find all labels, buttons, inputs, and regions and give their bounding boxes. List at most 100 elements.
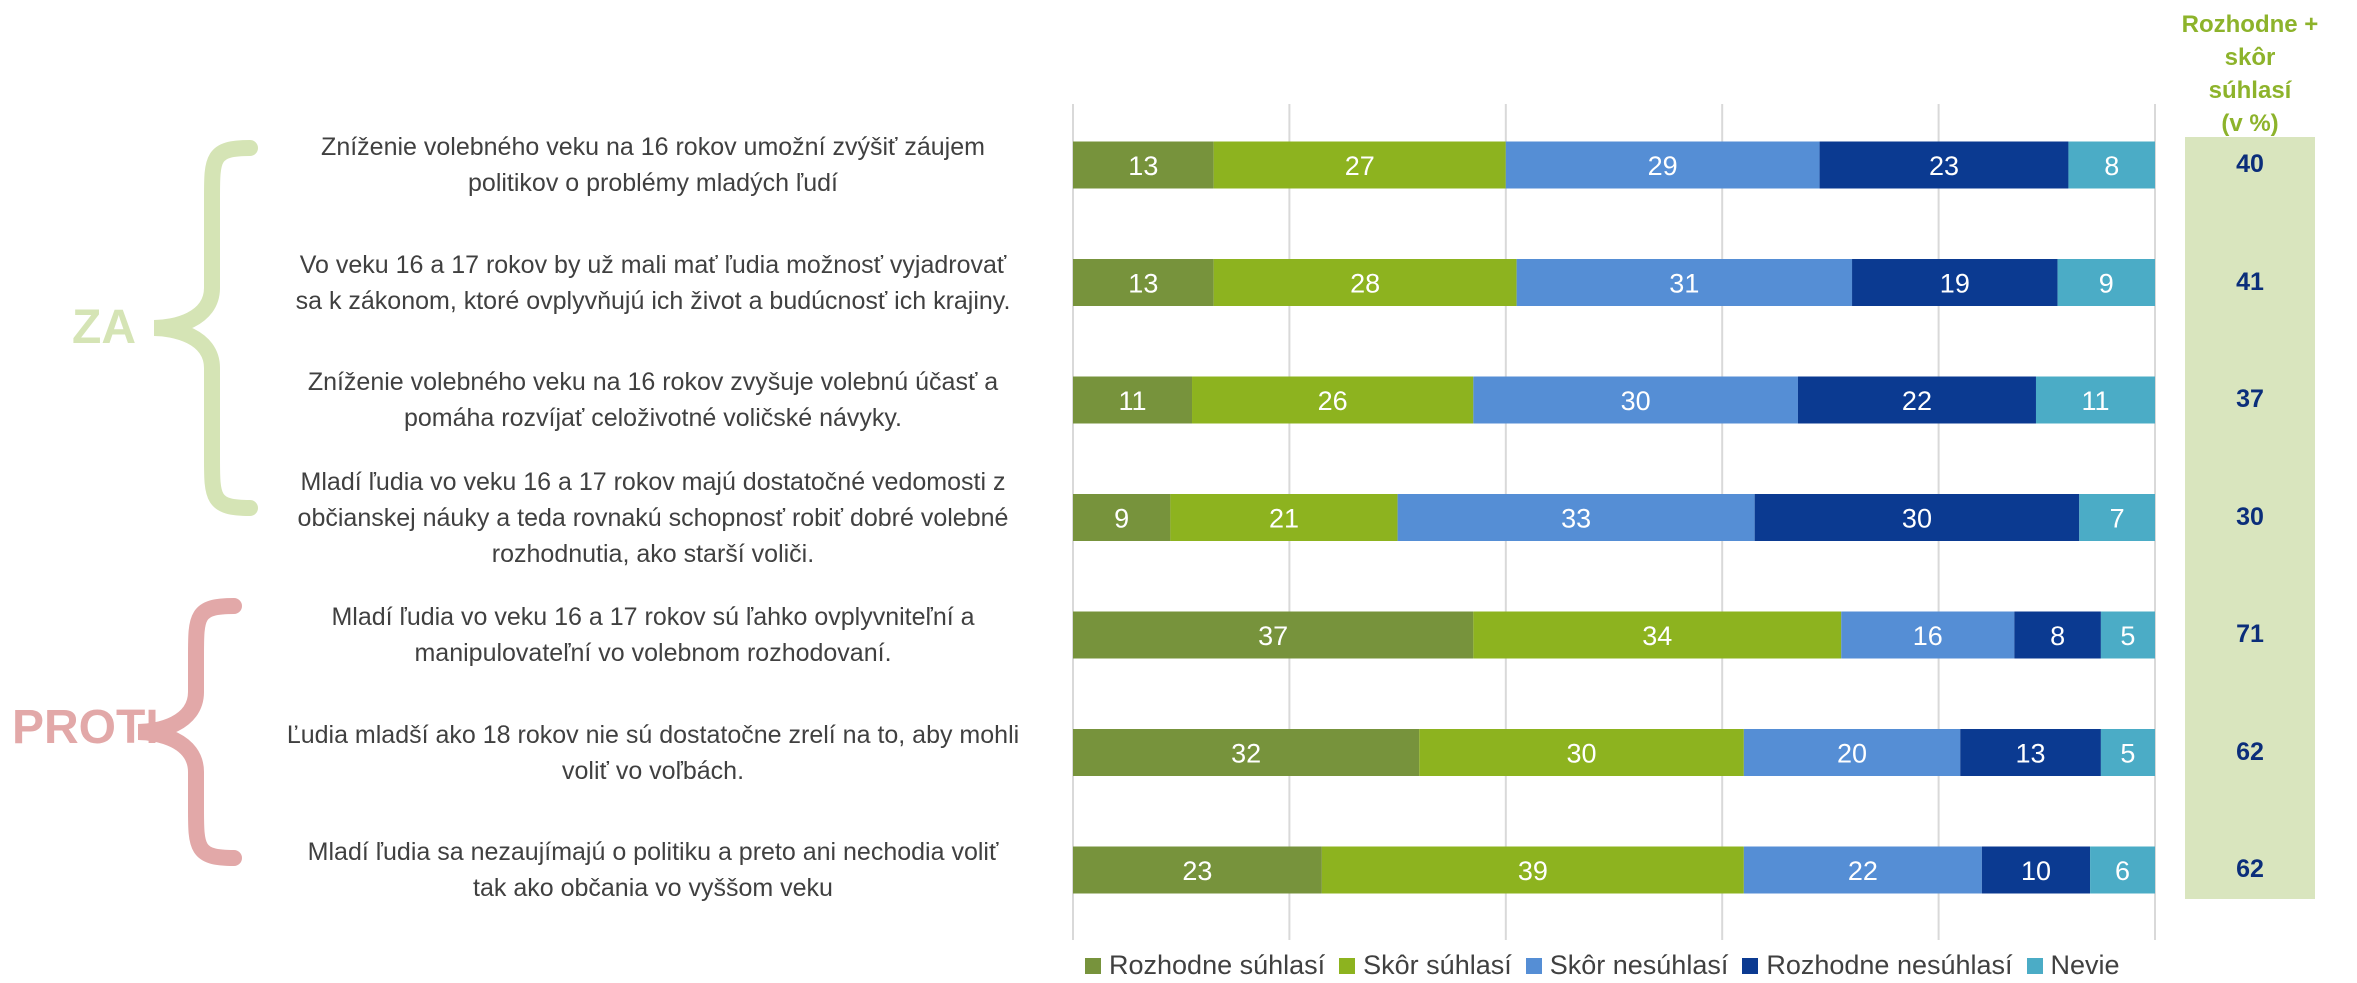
data-label: 13 [1128,269,1158,299]
agree-total-value: 62 [2236,737,2264,766]
data-label: 34 [1642,621,1672,651]
bar-segment [1505,141,1820,189]
legend-item: Rozhodne súhlasí [1085,950,1325,981]
category-label: Zníženie volebného veku na 16 rokov zvyš… [263,364,1043,436]
data-label: 28 [1350,269,1380,299]
bar-segment [1743,846,1982,894]
category-label-line: tak ako občania vo vyššom veku [473,874,833,902]
brace-za [153,140,258,516]
bar-segment [2068,141,2155,189]
data-label: 33 [1561,504,1591,534]
category-label-line: rozhodnutia, ako starší voliči. [491,539,815,568]
legend-item: Nevie [2026,950,2120,981]
data-label: 29 [1648,151,1678,181]
legend-swatch [1339,957,1356,974]
agree-total-header: Rozhodne + skôr súhlasí (v %) [2160,8,2340,140]
data-label: 7 [2110,504,2125,534]
category-label: Zníženie volebného veku na 16 rokov umož… [263,129,1043,201]
bar-segment [1743,729,1961,776]
bar-segment [2014,611,2101,659]
agree-total-header-line3: (v %) [2221,110,2279,137]
bar-segment [1073,376,1193,424]
bar-segment [1073,259,1214,306]
category-label: Mladí ľudia sa nezaujímajú o politiku a … [263,834,1043,906]
data-label: 30 [1621,386,1651,416]
category-label-line: občianskej náuky a teda rovnakú schopnos… [297,503,1009,532]
category-label-line: Zníženie volebného veku na 16 rokov zvyš… [307,368,999,396]
legend-swatch [1085,957,1101,974]
data-label: 23 [1929,151,1959,181]
legend-label: Skôr nesúhlasí [1549,950,1729,980]
category-label-line: Mladí ľudia vo veku 16 a 17 rokov majú d… [300,467,1006,496]
legend-swatch [2026,957,2043,974]
data-label: 16 [1913,621,1943,651]
category-label-line: Vo veku 16 a 17 rokov by už mali mať ľud… [299,250,1007,279]
bar-segment [1073,846,1322,894]
bar-segment [1192,376,1474,424]
bar-segment [2090,846,2155,894]
category-label: Mladí ľudia vo veku 16 a 17 rokov sú ľah… [263,599,1043,671]
bar-segment [1516,259,1853,306]
data-label: 5 [2120,621,2135,651]
data-label: 9 [2099,269,2114,299]
bar-segment [1960,729,2101,776]
bar-segment [1473,376,1798,424]
data-label: 19 [1940,269,1970,299]
bar-segment [1797,376,2036,424]
data-label: 11 [2081,386,2109,416]
data-label: 26 [1318,386,1348,416]
category-label-line: voliť vo voľbách. [561,756,745,785]
data-label: 8 [2104,151,2119,181]
agree-total-value: 62 [2236,855,2264,883]
bar-segment [1819,141,2069,189]
agree-total-value: 41 [2236,267,2264,296]
group-label-za: ZA [72,301,136,354]
data-label: 30 [1902,504,1932,534]
bar-segment [1213,141,1506,189]
bar-segment [2035,376,2155,424]
bar-segment [2057,259,2155,306]
category-label-line: manipulovateľní vo volebnom rozhodovaní. [414,639,892,667]
agree-total-panel [2185,137,2315,899]
data-label: 6 [2115,856,2130,886]
data-label: 22 [1848,856,1878,886]
data-label: 8 [2050,621,2065,651]
data-label: 37 [1258,621,1288,651]
bar-segment [1841,611,2015,659]
category-label-line: pomáha rozvíjať celoživotné voličské náv… [403,404,903,432]
category-label-line: Mladí ľudia sa nezaujímajú o politiku a … [307,838,999,866]
bar-segment [1852,259,2058,306]
bar-segment [1073,494,1171,541]
category-label: Vo veku 16 a 17 rokov by už mali mať ľud… [263,247,1043,319]
agree-total-value: 30 [2236,502,2264,531]
data-label: 30 [1567,739,1597,769]
legend-label: Skôr súhlasí [1363,950,1512,980]
bar-segment [1419,729,1744,776]
category-label: Ľudia mladší ako 18 rokov nie sú dostato… [263,717,1043,789]
data-label: 13 [2016,739,2046,769]
bar-segment [1754,494,2080,541]
legend-label: Rozhodne súhlasí [1109,950,1326,980]
bar-segment [1073,611,1474,659]
bar-segment [1321,846,1744,894]
bar-segment [1473,611,1842,659]
data-label: 23 [1182,856,1212,886]
bar-segment [1073,141,1214,189]
legend-label: Nevie [2050,950,2120,980]
legend-item: Skôr súhlasí [1339,950,1512,981]
agree-total-value: 71 [2236,620,2264,648]
bar-segment [2100,611,2155,659]
agree-total-header-line2: súhlasí [2208,77,2292,104]
data-label: 39 [1518,856,1548,886]
bar-segment [2100,729,2155,776]
data-label: 10 [2021,856,2051,886]
agree-total-header-line1: Rozhodne + skôr [2181,11,2319,71]
category-label-line: Zníženie volebného veku na 16 rokov umož… [321,133,985,161]
data-label: 9 [1114,504,1129,534]
bar-segment [1073,729,1420,776]
category-label-line: politikov o problémy mladých ľudí [468,169,838,197]
bar-segment [1397,494,1755,541]
data-label: 21 [1269,504,1299,534]
category-label-line: Ľudia mladší ako 18 rokov nie sú dostato… [286,720,1020,749]
